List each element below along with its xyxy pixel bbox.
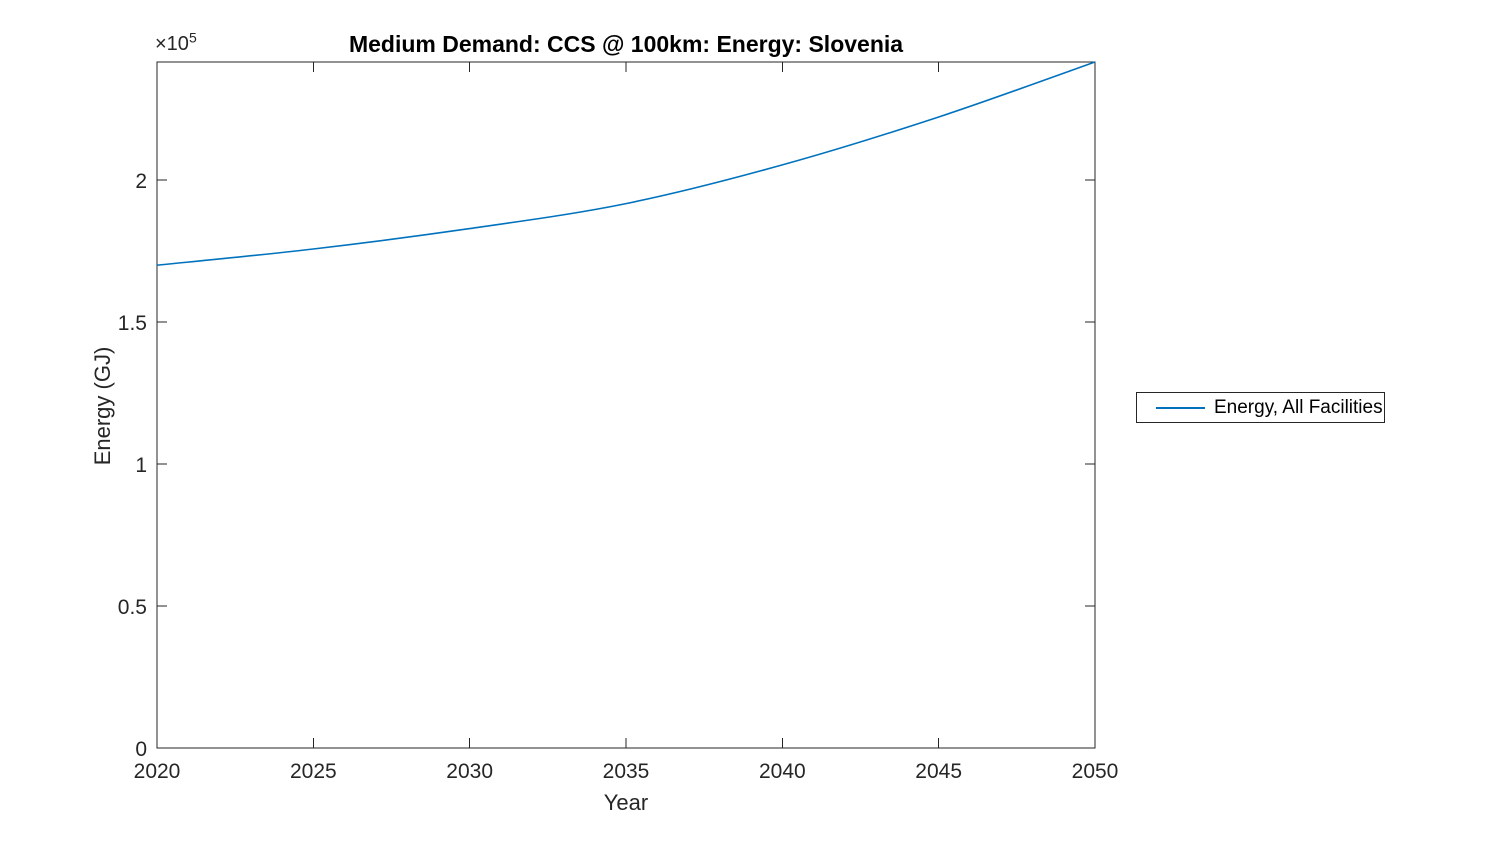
x-axis-label: Year (603, 790, 649, 815)
x-tick-label: 2020 (134, 760, 181, 783)
y-axis-multiplier-base: ×10 (155, 33, 189, 55)
y-tick-label: 0.5 (118, 596, 147, 619)
y-tick-label: 0 (135, 738, 147, 761)
x-tick-label: 2030 (446, 760, 493, 783)
x-tick-label: 2040 (759, 760, 806, 783)
axes-layer (156, 61, 1096, 749)
x-tick-label: 2025 (290, 760, 337, 783)
x-tick-label: 2035 (603, 760, 650, 783)
series-line (156, 61, 1096, 266)
series-layer (156, 61, 1096, 266)
tick-layer (156, 62, 1096, 749)
y-tick-label: 2 (135, 170, 147, 193)
y-axis-multiplier: ×105 (155, 30, 197, 56)
x-tick-label: 2045 (915, 760, 962, 783)
y-tick-label: 1.5 (118, 312, 147, 335)
legend: Energy, All Facilities (1136, 392, 1385, 423)
axes-box (156, 61, 1096, 749)
chart-title: Medium Demand: CCS @ 100km: Energy: Slov… (348, 31, 904, 57)
x-tick-label: 2050 (1072, 760, 1119, 783)
tick-label-layer: 2020 2025 2030 2035 2040 2045 2050 0 0.5 1 1.5 2 (118, 170, 1119, 783)
legend-label: Energy, All Facilities (1214, 396, 1383, 418)
y-axis-multiplier-exponent: 5 (188, 29, 197, 46)
legend-line-sample-icon (1156, 406, 1205, 409)
y-tick-label: 1 (135, 454, 147, 477)
